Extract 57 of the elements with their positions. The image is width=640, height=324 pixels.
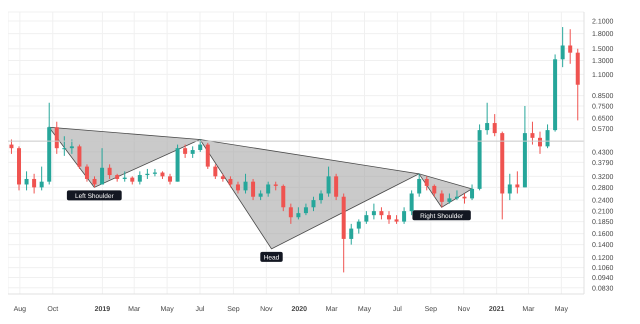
candlestick [168, 173, 172, 185]
candlestick [244, 173, 248, 194]
candlestick [364, 210, 368, 224]
candlestick [508, 173, 512, 201]
candlestick [492, 114, 497, 137]
candlestick [470, 184, 474, 201]
candlestick [40, 166, 44, 191]
candlestick [9, 138, 14, 154]
candlestick [236, 181, 240, 194]
candlestick [84, 164, 89, 182]
candlestick [568, 28, 572, 64]
candlestick [304, 203, 308, 216]
candlestick [417, 173, 422, 198]
candlestick [183, 144, 188, 158]
candlestick [198, 138, 202, 152]
candlestick [530, 121, 534, 146]
candlestick [402, 206, 406, 224]
candlestick [440, 190, 444, 208]
candlestick [100, 148, 104, 185]
candlestick [386, 210, 391, 224]
candlestick [311, 196, 316, 212]
candlestick [32, 173, 36, 194]
candlestick [228, 176, 232, 188]
candlestick [372, 203, 376, 220]
candlestick [546, 124, 550, 149]
candlestick [515, 170, 520, 194]
candlestick [432, 184, 436, 198]
candlestick [77, 144, 82, 170]
candlestick [447, 192, 452, 204]
candlestick [296, 206, 300, 220]
candlestick [92, 176, 97, 188]
candlestick [326, 166, 331, 198]
candlestick [54, 121, 59, 154]
candlestick [138, 170, 142, 185]
candlestick [122, 170, 127, 182]
candlestick [356, 218, 361, 234]
candlestick [379, 206, 384, 220]
candlestick [206, 142, 210, 170]
candlestick [424, 176, 429, 191]
candlestick [251, 178, 256, 201]
candlestick [213, 164, 218, 180]
candlestick [454, 190, 459, 201]
candlestick [62, 136, 66, 156]
candlestick [462, 192, 466, 204]
candlestick [24, 170, 29, 191]
candlestick [485, 102, 490, 136]
candlestick [349, 223, 354, 246]
candlestick [288, 203, 293, 224]
candlestick [319, 190, 324, 204]
candlestick [281, 184, 286, 212]
candlestick [266, 181, 270, 198]
candlestick [190, 146, 195, 158]
candlestick [334, 173, 338, 201]
candlestick [258, 190, 263, 201]
candlestick [410, 190, 414, 216]
candlestick [108, 164, 112, 180]
candlestick [560, 26, 565, 68]
